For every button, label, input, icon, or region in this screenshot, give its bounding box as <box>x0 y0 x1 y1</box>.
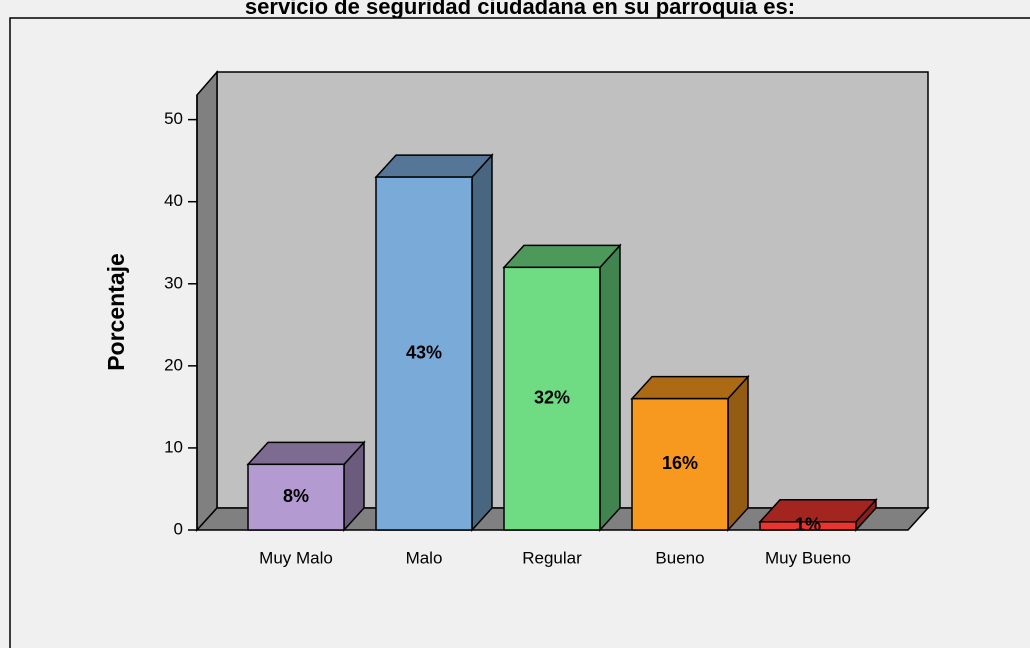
y-tick-label: 20 <box>164 355 183 374</box>
y-tick-label: 30 <box>164 273 183 292</box>
y-tick-label: 50 <box>164 109 183 128</box>
data-label: 43% <box>406 342 442 362</box>
x-tick-label: Bueno <box>655 548 704 567</box>
bar-side <box>600 245 620 530</box>
bar-front <box>759 521 857 531</box>
bar-side <box>472 155 492 530</box>
x-tick-label: Muy Bueno <box>765 548 851 567</box>
bar-side-shade <box>599 243 621 532</box>
data-label: 1% <box>795 515 821 535</box>
bar-top <box>376 155 492 178</box>
y-tick-label: 40 <box>164 191 183 210</box>
data-label: 16% <box>662 453 698 473</box>
bar-top-shade <box>502 244 622 269</box>
y-tick-label: 10 <box>164 437 183 456</box>
y-axis-label: Porcentaje <box>103 253 129 371</box>
bar-front <box>375 176 473 531</box>
left-wall <box>196 69 218 532</box>
data-label: 32% <box>534 387 570 407</box>
x-tick-label: Regular <box>522 548 582 567</box>
bar-side-shade <box>727 374 749 532</box>
bar-top-shade <box>246 441 366 466</box>
bar-top <box>248 442 364 465</box>
bar <box>374 153 494 532</box>
x-tick-label: Muy Malo <box>259 548 333 567</box>
chart-title: servicio de seguridad ciudadana en su pa… <box>245 0 795 19</box>
bar-top <box>632 376 748 399</box>
y-tick-label: 0 <box>174 519 183 538</box>
bar-top-shade <box>374 154 494 178</box>
bar <box>502 243 622 532</box>
bar-side <box>344 442 364 530</box>
bar-side-shade <box>471 153 493 532</box>
x-tick-label: Malo <box>406 548 443 567</box>
bar <box>630 374 750 532</box>
bar-top <box>760 499 876 522</box>
bar-top-shade <box>630 375 750 400</box>
bar-front <box>247 463 345 531</box>
bar-front <box>503 266 601 531</box>
bar-front <box>631 397 729 531</box>
bar-side <box>856 499 876 530</box>
bar <box>758 497 878 532</box>
bar-top <box>504 245 620 268</box>
bar <box>246 440 366 532</box>
bar-side <box>728 376 748 530</box>
data-label: 8% <box>283 486 309 506</box>
